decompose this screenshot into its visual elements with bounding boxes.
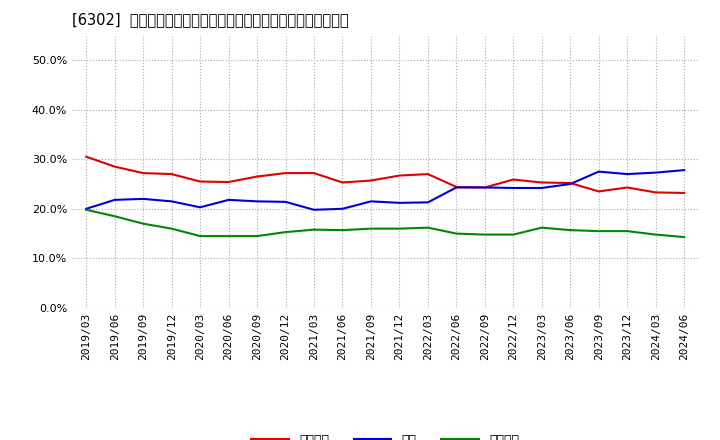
売上債権	[366, 178, 375, 183]
在庫	[566, 181, 575, 187]
在庫	[537, 185, 546, 191]
売上債権	[623, 185, 631, 190]
買入債務	[623, 228, 631, 234]
買入債務	[480, 232, 489, 237]
在庫	[366, 199, 375, 204]
売上債権	[167, 172, 176, 177]
Line: 在庫: 在庫	[86, 170, 684, 210]
在庫	[310, 207, 318, 213]
買入債務	[253, 234, 261, 239]
売上債権	[595, 189, 603, 194]
在庫	[282, 199, 290, 205]
買入債務	[652, 232, 660, 237]
買入債務	[196, 234, 204, 239]
買入債務	[167, 226, 176, 231]
売上債権	[225, 180, 233, 185]
買入債務	[338, 227, 347, 233]
売上債権	[509, 177, 518, 182]
売上債権	[537, 180, 546, 185]
在庫	[423, 200, 432, 205]
売上債権	[253, 174, 261, 179]
売上債権	[395, 173, 404, 178]
売上債権	[282, 170, 290, 176]
在庫	[167, 199, 176, 204]
在庫	[652, 170, 660, 175]
買入債務	[110, 213, 119, 219]
在庫	[253, 199, 261, 204]
Text: [6302]  売上債権、在庫、買入債務の総資産に対する比率の推移: [6302] 売上債権、在庫、買入債務の総資産に対する比率の推移	[72, 12, 348, 27]
買入債務	[537, 225, 546, 230]
買入債務	[310, 227, 318, 232]
在庫	[110, 197, 119, 202]
買入債務	[82, 207, 91, 213]
売上債権	[566, 180, 575, 186]
売上債権	[82, 154, 91, 159]
売上債権	[452, 184, 461, 190]
在庫	[595, 169, 603, 174]
Legend: 売上債権, 在庫, 買入債務: 売上債権, 在庫, 買入債務	[246, 429, 524, 440]
在庫	[338, 206, 347, 212]
買入債務	[366, 226, 375, 231]
売上債権	[338, 180, 347, 185]
在庫	[225, 197, 233, 202]
在庫	[509, 185, 518, 191]
在庫	[82, 206, 91, 212]
買入債務	[225, 234, 233, 239]
買入債務	[452, 231, 461, 236]
売上債権	[652, 190, 660, 195]
売上債権	[310, 170, 318, 176]
売上債権	[196, 179, 204, 184]
在庫	[452, 185, 461, 190]
在庫	[680, 168, 688, 173]
買入債務	[139, 221, 148, 226]
在庫	[623, 172, 631, 177]
買入債務	[282, 230, 290, 235]
在庫	[139, 196, 148, 202]
在庫	[395, 200, 404, 205]
在庫	[196, 205, 204, 210]
Line: 売上債権: 売上債権	[86, 157, 684, 193]
在庫	[480, 185, 489, 190]
売上債権	[680, 190, 688, 195]
売上債権	[423, 172, 432, 177]
買入債務	[395, 226, 404, 231]
売上債権	[480, 185, 489, 190]
Line: 買入債務: 買入債務	[86, 210, 684, 237]
買入債務	[566, 227, 575, 233]
買入債務	[595, 228, 603, 234]
買入債務	[680, 235, 688, 240]
買入債務	[509, 232, 518, 237]
買入債務	[423, 225, 432, 230]
売上債権	[110, 164, 119, 169]
売上債権	[139, 170, 148, 176]
